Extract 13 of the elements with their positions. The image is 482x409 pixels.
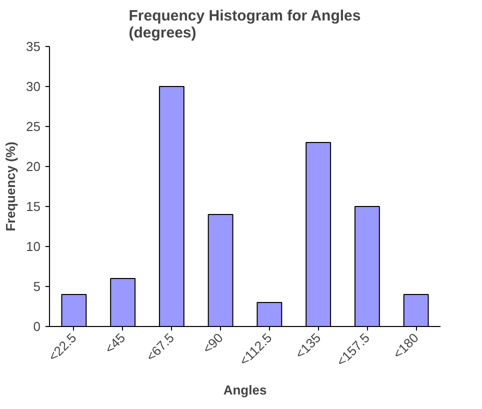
x-tick-label: <45 — [102, 330, 128, 356]
x-axis-title: Angles — [223, 382, 267, 398]
chart-title: Frequency Histogram for Angles (degrees) — [128, 8, 361, 42]
y-tick-label: 20 — [26, 159, 41, 174]
y-tick-label: 30 — [26, 79, 41, 94]
y-tick-label: 15 — [26, 199, 41, 214]
y-tick-label: 0 — [33, 319, 41, 334]
y-tick-label: 35 — [26, 39, 41, 54]
y-axis-title: Frequency (%) — [3, 142, 18, 232]
x-tick-label: <90 — [200, 330, 226, 356]
y-tick-label: 10 — [26, 239, 41, 254]
y-tick-label: 25 — [26, 119, 41, 134]
y-tick-label: 5 — [33, 279, 41, 294]
